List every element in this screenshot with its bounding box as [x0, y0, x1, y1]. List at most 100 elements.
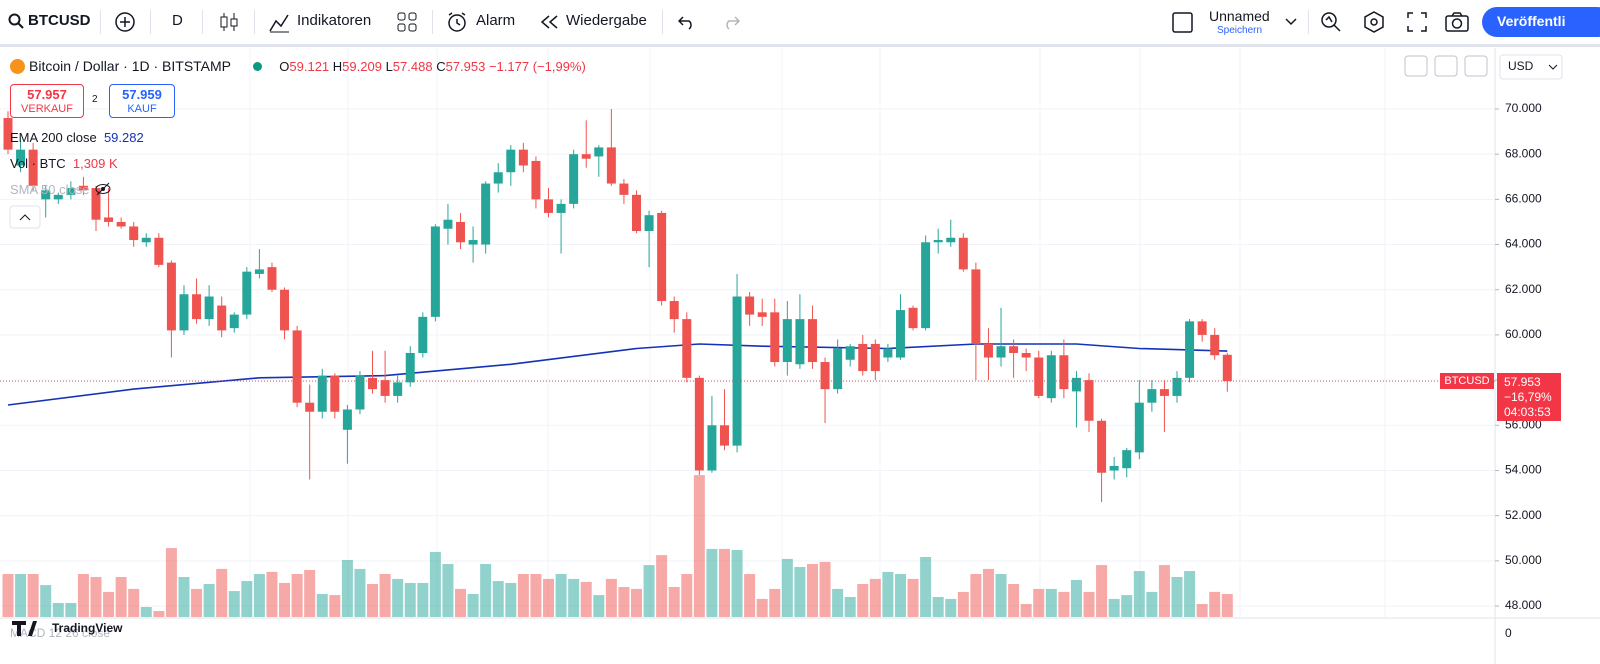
- sma-legend: SMA 50 close: [10, 182, 112, 197]
- volume-bar: [894, 574, 906, 617]
- volume-bar: [857, 584, 869, 617]
- chart-type[interactable]: [218, 11, 240, 33]
- ohlc-value: 57.488: [392, 59, 433, 74]
- candle-body: [141, 237, 151, 243]
- volume-bar: [203, 584, 215, 617]
- legend-row: Bitcoin / Dollar · 1D · BITSTAMP O59.121…: [10, 58, 586, 74]
- y-tick-label: 70.000: [1505, 101, 1542, 115]
- control[interactable]: [1404, 55, 1428, 77]
- volume-bar: [1083, 591, 1095, 617]
- volume-bar: [128, 588, 140, 617]
- candle-body: [456, 221, 466, 243]
- volume-bar: [605, 578, 617, 617]
- countdown: 04:03:53: [1504, 405, 1551, 420]
- control[interactable]: [1464, 55, 1488, 77]
- candle-body: [242, 271, 252, 315]
- volume-bar: [77, 574, 89, 617]
- settings[interactable]: [1363, 11, 1385, 33]
- y-tick-label: 62.000: [1505, 282, 1542, 296]
- ohlc-label: L: [385, 59, 393, 74]
- candle-body: [204, 296, 214, 320]
- replay[interactable]: Wiedergabe: [566, 12, 647, 29]
- volume-bar: [1171, 577, 1183, 617]
- volume-bar: [115, 577, 127, 617]
- volume-bar: [1196, 604, 1208, 617]
- candle-body: [518, 149, 528, 166]
- candle-body: [116, 221, 126, 227]
- volume-bar: [492, 581, 504, 617]
- last-change: −16,79%: [1504, 390, 1552, 405]
- vol-name: Vol · BTC: [10, 156, 66, 171]
- brand: TradingView: [52, 621, 123, 635]
- volume-bar: [228, 591, 240, 617]
- buy-button[interactable]: 57.959 KAUF: [109, 84, 175, 118]
- candle-body: [368, 377, 378, 390]
- y-tick-label: 60.000: [1505, 327, 1542, 341]
- candle-body: [154, 237, 164, 265]
- candle-body: [41, 190, 51, 200]
- candle-body: [782, 319, 792, 363]
- candle-body: [770, 312, 780, 363]
- sell-button[interactable]: 57.957 VERKAUF: [10, 84, 84, 118]
- volume-bar: [1184, 571, 1196, 617]
- candle-body: [1210, 334, 1220, 356]
- volume-bar: [1033, 588, 1045, 617]
- candle-body: [330, 375, 340, 412]
- ema-line: [7, 343, 1228, 406]
- ohlc-value: 59.209: [342, 59, 382, 74]
- snapshot[interactable]: [1445, 11, 1469, 33]
- currency-select[interactable]: [1499, 54, 1563, 80]
- hidden-icon[interactable]: [94, 182, 112, 196]
- volume-bar: [480, 564, 492, 617]
- candle-body: [16, 149, 26, 166]
- collapse-button[interactable]: [9, 205, 41, 229]
- candle-body: [53, 194, 63, 200]
- candle-body: [1147, 389, 1157, 403]
- candle-body: [342, 409, 352, 430]
- volume-bar: [970, 574, 982, 617]
- volume-bar: [367, 584, 379, 617]
- alarm[interactable]: Alarm: [476, 12, 516, 29]
- fullscreen[interactable]: [1406, 11, 1428, 33]
- candle-body: [845, 346, 855, 360]
- candle-body: [1134, 402, 1144, 453]
- candle-body: [380, 380, 390, 396]
- buy-price: 57.959: [122, 87, 162, 102]
- candle-body: [28, 149, 38, 186]
- y-tick-label: 50.000: [1505, 553, 1542, 567]
- candle-body: [129, 226, 139, 241]
- symbol[interactable]: BTCUSD: [28, 12, 91, 29]
- y-tick-label: 66.000: [1505, 192, 1542, 206]
- interval[interactable]: D: [172, 12, 183, 29]
- indicators[interactable]: Indikatoren: [297, 12, 372, 29]
- separator: [100, 10, 101, 34]
- quick-search[interactable]: [1320, 11, 1342, 33]
- volume-bar: [744, 574, 756, 617]
- layouts[interactable]: [396, 11, 418, 33]
- candle-body: [971, 269, 981, 344]
- brand-logo: [12, 621, 37, 636]
- control[interactable]: [1434, 55, 1458, 77]
- redo[interactable]: [722, 14, 740, 30]
- volume-bar: [794, 567, 806, 617]
- volume-bar: [279, 582, 291, 617]
- ohlc-label: O: [279, 59, 290, 74]
- publish-button[interactable]: Veröffentli: [1482, 7, 1600, 37]
- y-tick-label: 68.000: [1505, 146, 1542, 160]
- volume-bar: [1108, 598, 1120, 617]
- candle-body: [393, 382, 403, 396]
- undo[interactable]: [678, 14, 696, 30]
- add-symbol[interactable]: [114, 11, 136, 33]
- y-tick-label: 48.000: [1505, 598, 1542, 612]
- last-price: 57.953: [1504, 375, 1541, 390]
- volume-bar: [806, 564, 818, 617]
- candle-body: [493, 172, 503, 184]
- chevron[interactable]: [1285, 18, 1297, 26]
- volume-bar: [1008, 584, 1020, 617]
- volume-bar: [379, 574, 391, 617]
- volume-bar: [90, 577, 102, 617]
- volume-bar: [568, 578, 580, 617]
- save[interactable]: Speichern: [1217, 25, 1263, 36]
- layout-name[interactable]: Unnamed: [1209, 8, 1270, 24]
